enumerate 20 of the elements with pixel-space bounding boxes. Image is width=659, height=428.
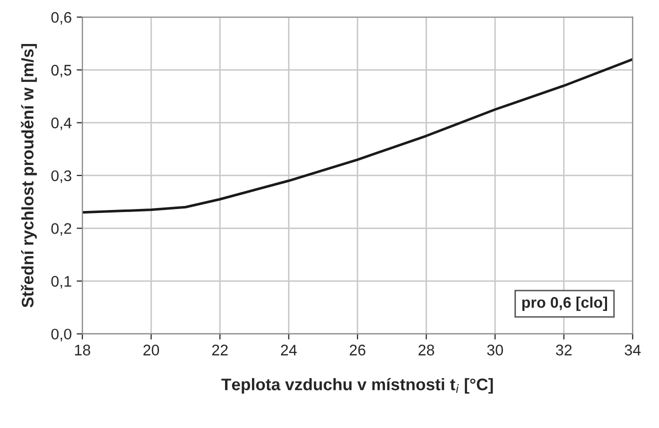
x-tick-label: 18 — [75, 344, 90, 356]
x-tick-label: 32 — [556, 344, 572, 356]
y-tick-label: 0,5 — [51, 64, 72, 78]
x-tick-label: 20 — [143, 344, 160, 356]
line-series — [82, 58, 633, 214]
x-tick-label: 26 — [350, 344, 366, 356]
y-tick-label: 0,6 — [51, 12, 72, 25]
y-tick-label: 0,4 — [51, 118, 72, 130]
x-tick-label: 30 — [487, 344, 503, 356]
x-tick-label: 28 — [418, 344, 434, 356]
annotation: pro 0,6 [clo] — [522, 296, 608, 311]
x-tick-label: 24 — [280, 344, 297, 356]
x-tick-label: 22 — [212, 344, 228, 356]
x-axis-title: Teplota vzduchu v místnosti t$_{i}$ [°C] — [221, 378, 493, 394]
y-tick-label: 0,0 — [51, 328, 72, 342]
y-tick-label: 0,1 — [51, 276, 72, 289]
y-axis-title: Střední rychlost proudění w [m/s] — [20, 44, 37, 308]
y-tick-label: 0,3 — [51, 170, 72, 183]
x-tick-label: 34 — [624, 344, 641, 356]
y-tick-label: 0,2 — [51, 223, 72, 236]
